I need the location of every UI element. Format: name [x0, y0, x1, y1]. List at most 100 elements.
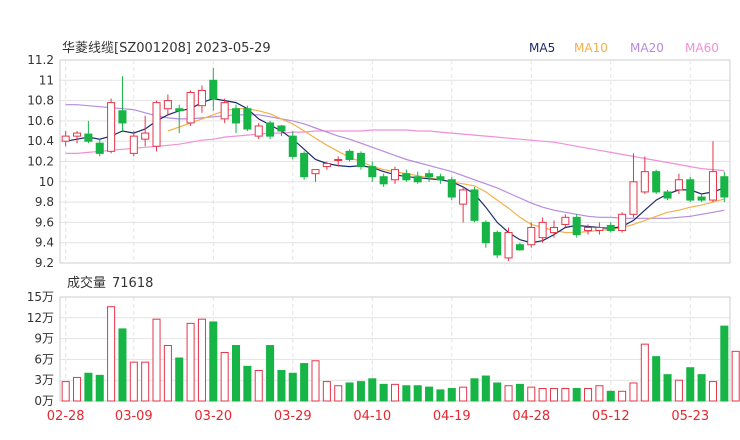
candle — [288, 131, 297, 160]
candle-body — [390, 169, 400, 181]
candle — [629, 153, 638, 218]
candle — [379, 173, 388, 187]
candle — [266, 120, 275, 140]
candle — [322, 161, 331, 170]
ma20-line — [65, 104, 725, 219]
candle-body — [368, 166, 377, 178]
volume-bar — [708, 381, 717, 402]
candle-body — [356, 152, 365, 168]
candle — [504, 227, 513, 261]
candle-body — [425, 173, 434, 178]
volume-bar — [595, 385, 604, 402]
candle-body — [175, 108, 184, 112]
candle — [95, 139, 104, 157]
volume-bar — [243, 365, 252, 402]
candle-body — [277, 125, 286, 132]
date-tick-label: 05-23 — [671, 409, 709, 424]
volume-bar — [220, 351, 229, 402]
price-tick-label: 10.6 — [27, 114, 54, 128]
volume-bar — [459, 386, 468, 402]
price-tick-label: 11 — [39, 73, 54, 87]
volume-bar — [515, 383, 524, 402]
date-tick-label: 03-29 — [274, 409, 312, 424]
candle-body — [288, 135, 297, 157]
candle — [470, 186, 479, 223]
volume-bar — [538, 388, 547, 402]
volume-bar — [322, 381, 331, 402]
candle — [572, 214, 581, 238]
candlesticks — [61, 68, 729, 261]
candle-body — [107, 102, 116, 152]
price-tick-label: 11.2 — [27, 53, 54, 67]
candle-body — [549, 226, 559, 234]
candle — [209, 68, 218, 111]
date-tick-label: 04-10 — [353, 409, 391, 424]
candle-body — [481, 221, 490, 244]
candle-body — [141, 132, 150, 140]
candle-body — [663, 191, 672, 199]
candle — [277, 124, 286, 137]
chart-title: 华菱线缆[SZ001208] 2023-05-29 — [62, 40, 271, 56]
candle — [163, 94, 172, 116]
candle — [493, 230, 502, 258]
candle-body — [243, 108, 252, 130]
candle — [402, 169, 411, 182]
candle-body — [129, 135, 138, 154]
candle-body — [209, 79, 218, 100]
volume-bar — [288, 372, 297, 402]
candle — [220, 98, 229, 123]
volume-bar — [107, 306, 116, 402]
legend-ma10: MA10 — [574, 41, 608, 55]
volume-bar — [84, 372, 93, 402]
volume-bar — [345, 382, 354, 402]
volume-bar — [300, 363, 309, 402]
volume-tick-label: 3万 — [34, 373, 54, 387]
volume-bar — [504, 385, 513, 402]
volume-bar — [73, 376, 82, 402]
volume-bar — [152, 318, 161, 402]
volume-bar — [686, 367, 695, 402]
candle-body — [447, 179, 456, 198]
candle-body — [322, 163, 331, 168]
volume-bar — [277, 369, 286, 402]
volume-tick-label: 15万 — [27, 290, 54, 304]
volume-bar — [584, 388, 593, 402]
date-tick-label: 05-12 — [592, 409, 630, 424]
candle-body — [95, 142, 104, 154]
candle — [436, 173, 445, 184]
candle-body — [73, 132, 82, 137]
candle-body — [584, 226, 593, 232]
candle — [618, 212, 627, 233]
candle — [561, 214, 570, 228]
candle — [527, 222, 536, 248]
date-axis: 02-28 03-09 03-20 03-29 04-10 04-19 04-28 05-12… — [47, 409, 709, 424]
volume-bar — [368, 378, 377, 402]
candle-body — [504, 232, 513, 259]
volume-tick-label: 0万 — [34, 394, 54, 408]
volume-bar — [209, 321, 218, 402]
candle — [538, 217, 547, 243]
candle — [413, 171, 422, 184]
candle — [311, 169, 320, 182]
price-tick-label: 9.8 — [35, 195, 54, 209]
candle — [481, 220, 490, 248]
candle-body — [652, 171, 661, 193]
candle — [186, 90, 195, 126]
volume-bar — [95, 374, 104, 402]
price-tick-label: 10 — [39, 175, 54, 189]
volume-bar — [379, 383, 388, 402]
volume-bar — [618, 390, 627, 402]
candle — [197, 85, 206, 113]
volume-bar — [731, 350, 740, 402]
volume-bar — [606, 390, 615, 402]
volume-tick-label: 6万 — [34, 352, 54, 366]
candle — [425, 169, 434, 182]
candle — [515, 242, 524, 251]
candle — [686, 176, 695, 203]
volume-bar — [402, 385, 411, 402]
candle-body — [459, 189, 468, 205]
volume-bar — [629, 382, 638, 402]
candle — [300, 151, 309, 180]
volume-bar — [720, 325, 729, 402]
volume-tick-label: 9万 — [34, 332, 54, 346]
